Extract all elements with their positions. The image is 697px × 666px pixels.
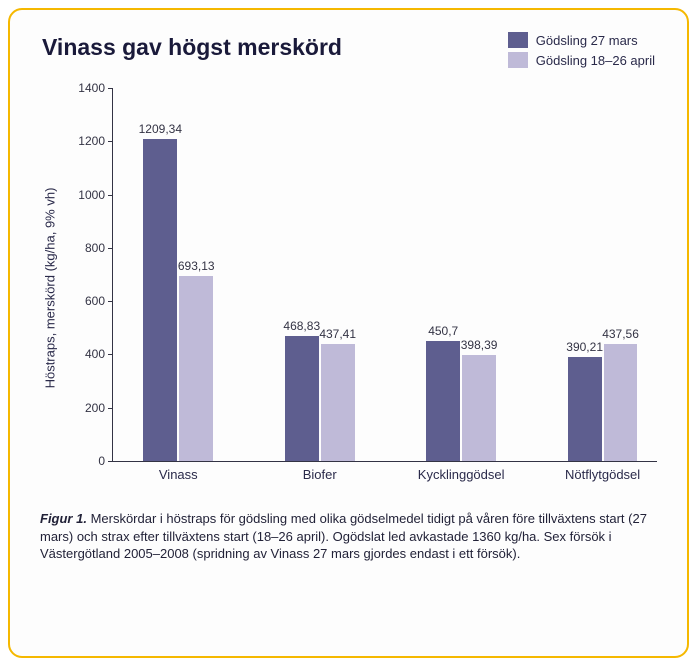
chart: Höstraps, merskörd (kg/ha, 9% vh) 020040…	[50, 88, 661, 488]
y-tick-label: 800	[85, 241, 113, 255]
x-tick-label: Nötflytgödsel	[565, 461, 640, 482]
legend-item: Gödsling 27 mars	[508, 32, 655, 48]
legend: Gödsling 27 mars Gödsling 18–26 april	[508, 32, 655, 68]
legend-item: Gödsling 18–26 april	[508, 52, 655, 68]
plot-area: 0200400600800100012001400Vinass1209,3469…	[112, 88, 657, 462]
bar	[462, 355, 496, 461]
bar-value-label: 390,21	[566, 340, 603, 354]
bar	[143, 139, 177, 461]
y-tick-label: 1000	[78, 188, 113, 202]
bar	[426, 341, 460, 461]
figure-caption: Figur 1. Merskördar i höstraps för gödsl…	[36, 510, 661, 563]
bar	[568, 357, 602, 461]
x-tick-label: Kycklinggödsel	[418, 461, 505, 482]
y-tick-label: 0	[98, 454, 113, 468]
header: Vinass gav högst merskörd Gödsling 27 ma…	[36, 32, 661, 68]
bar	[179, 276, 213, 461]
bar-value-label: 398,39	[461, 338, 498, 352]
bar	[321, 344, 355, 461]
x-tick-label: Vinass	[159, 461, 198, 482]
legend-swatch-2	[508, 52, 528, 68]
legend-label: Gödsling 27 mars	[536, 33, 638, 48]
bar-value-label: 468,83	[283, 319, 320, 333]
legend-swatch-1	[508, 32, 528, 48]
bar-value-label: 437,41	[319, 327, 356, 341]
bar-value-label: 1209,34	[139, 122, 182, 136]
y-axis-label: Höstraps, merskörd (kg/ha, 9% vh)	[43, 188, 58, 389]
bar-value-label: 693,13	[178, 259, 215, 273]
bar-value-label: 437,56	[602, 327, 639, 341]
y-tick-label: 1200	[78, 134, 113, 148]
caption-body: Merskördar i höstraps för gödsling med o…	[40, 511, 647, 561]
bar	[604, 344, 638, 461]
bar-value-label: 450,7	[428, 324, 458, 338]
figure-card: Vinass gav högst merskörd Gödsling 27 ma…	[8, 8, 689, 658]
x-tick-label: Biofer	[303, 461, 337, 482]
legend-label: Gödsling 18–26 april	[536, 53, 655, 68]
y-tick-label: 1400	[78, 81, 113, 95]
y-tick-label: 600	[85, 294, 113, 308]
y-tick-label: 200	[85, 401, 113, 415]
bar	[285, 336, 319, 461]
y-tick-label: 400	[85, 347, 113, 361]
figure-title: Vinass gav högst merskörd	[42, 34, 342, 61]
caption-lead: Figur 1.	[40, 511, 87, 526]
